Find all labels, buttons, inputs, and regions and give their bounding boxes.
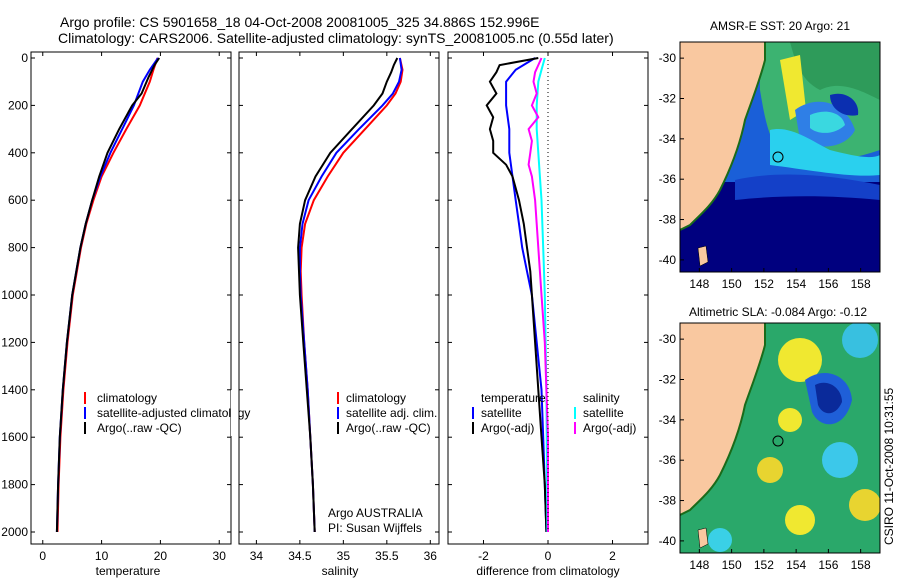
temperature-series-2 [55,57,161,533]
salinity-xtick-label: 34 [250,549,264,563]
sla-float-marker [772,435,784,447]
sst-map-lat-tick: -38 [659,213,677,227]
difference-series-1 [485,57,548,533]
temperature-xtick-label: 10 [95,549,109,563]
sla-map-lon-tick: 150 [722,558,742,572]
depth-tick-label: 1800 [1,478,28,492]
csiro-stamp: CSIRO 11-Oct-2008 10:31:55 [882,387,896,545]
temperature-legend: climatology satellite-adjusted climatolo… [84,391,250,435]
salinity-xtick-label: 36 [424,549,438,563]
sst-map-lat-tick: -32 [659,91,677,105]
temperature-axes [30,51,232,545]
salinity-xlabel: salinity [322,564,359,578]
difference-xlabel: difference from climatology [476,564,619,578]
annotation-pi: PI: Susan Wijffels [328,521,422,535]
sla-map-lat-tick: -32 [659,372,677,386]
difference-xtick-label: 2 [609,549,616,563]
difference-series-2 [535,57,549,533]
legend-label-climatology: climatology [346,391,406,405]
legend-label-temp-satellite: satellite [481,406,522,420]
legend-label-temp-argo: Argo(-adj) [481,421,534,435]
sla-map-title: Altimetric SLA: -0.084 Argo: -0.12 [689,305,867,319]
difference-legend: temperature satellite Argo(-adj) salinit… [472,391,636,435]
sst-map-lon-tick: 150 [722,277,742,291]
header-line1: Argo profile: CS 5901658_18 04-Oct-2008 … [60,14,540,30]
sla-map-lat-tick: -34 [659,413,677,427]
depth-tick-label: 1400 [1,383,28,397]
sst-map-axes [679,41,881,273]
sst-map-lon-tick: 154 [786,277,806,291]
temperature-xtick-label: 30 [213,549,227,563]
salinity-series-2 [297,57,399,533]
depth-tick-label: 600 [8,193,28,207]
sla-map [680,323,880,553]
legend-label-climatology: climatology [97,391,157,405]
sst-map-lat-tick: -36 [659,172,677,186]
legend-label-argo: Argo(..raw -QC) [346,421,431,435]
sla-map-axes [679,322,881,554]
sla-map-lat-tick: -36 [659,453,677,467]
temperature-xlabel: temperature [96,564,161,578]
depth-tick-label: 2000 [1,525,28,539]
legend-label-sal-argo: Argo(-adj) [583,421,636,435]
salinity-legend: climatology satellite adj. clim. Argo(..… [337,391,437,435]
depth-tick-label: 1600 [1,430,28,444]
sst-map-lon-tick: 148 [689,277,709,291]
sla-map-lon-tick: 152 [754,558,774,572]
sst-map-lon-tick: 156 [818,277,838,291]
header-line2: Climatology: CARS2006. Satellite-adjuste… [58,30,614,46]
legend-label-temperature: temperature [481,391,546,405]
sla-map-lat-tick: -38 [659,494,677,508]
sst-map-title: AMSR-E SST: 20 Argo: 21 [710,19,850,33]
depth-tick-label: 1200 [1,335,28,349]
legend-label-satellite: satellite adj. clim. [346,406,437,420]
salinity-xtick-label: 35.5 [375,549,399,563]
sst-map-lat-tick: -40 [659,253,677,267]
depth-tick-label: 1000 [1,288,28,302]
sla-map-lat-tick: -30 [659,332,677,346]
sst-float-marker [772,151,784,163]
sst-map-lat-tick: -30 [659,51,677,65]
salinity-xtick-label: 34.5 [288,549,312,563]
sla-map-lat-tick: -40 [659,534,677,548]
salinity-axes [238,51,440,545]
depth-tick-label: 400 [8,146,28,160]
temperature-xtick-label: 0 [39,549,46,563]
difference-xtick-label: -2 [478,549,489,563]
legend-label-argo: Argo(..raw -QC) [97,421,182,435]
sla-map-lon-tick: 148 [689,558,709,572]
depth-tick-label: 800 [8,241,28,255]
sst-map [680,42,880,272]
difference-series-0 [505,57,548,533]
legend-label-salinity: salinity [583,391,620,405]
sst-map-lon-tick: 158 [851,277,871,291]
depth-tick-label: 0 [21,51,28,65]
temperature-xtick-label: 20 [154,549,168,563]
legend-label-sal-satellite: satellite [583,406,624,420]
sst-map-lat-tick: -34 [659,132,677,146]
annotation-argo-australia: Argo AUSTRALIA [328,506,423,520]
sla-map-lon-tick: 158 [851,558,871,572]
sla-map-lon-tick: 156 [818,558,838,572]
difference-series-3 [527,57,549,532]
legend-label-satellite: satellite-adjusted climatology [97,406,250,420]
salinity-xtick-label: 35 [337,549,351,563]
sla-map-lon-tick: 154 [786,558,806,572]
depth-tick-label: 200 [8,98,28,112]
sst-map-lon-tick: 152 [754,277,774,291]
difference-xtick-label: 0 [545,549,552,563]
